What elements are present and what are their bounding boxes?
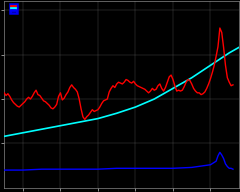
Legend: , , : , ,	[10, 4, 17, 12]
